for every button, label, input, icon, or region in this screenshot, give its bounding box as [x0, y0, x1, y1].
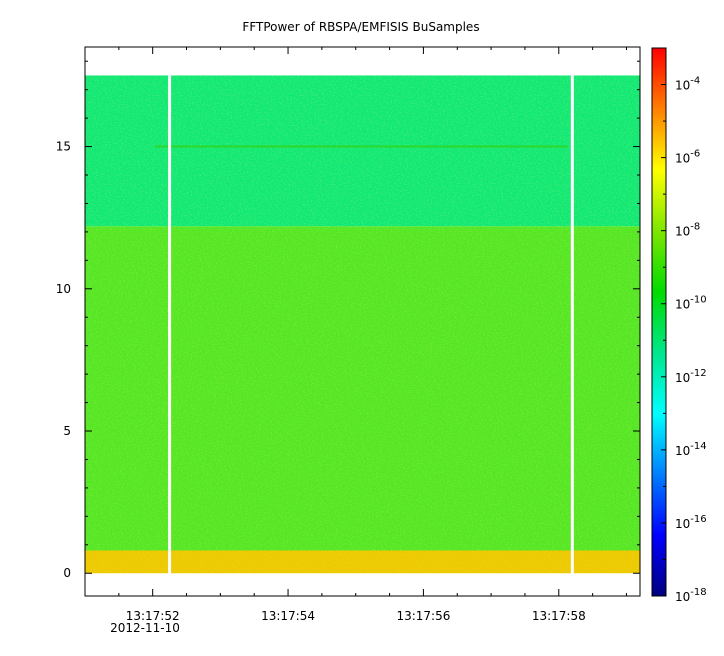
y-axis: 0 5 10 15 — [56, 60, 640, 580]
colorbar-tick-label: 10-4 — [675, 76, 700, 93]
x-tick-label-13:17:52: 13:17:52 — [126, 609, 180, 623]
spectrogram-band-texture-2 — [85, 75, 640, 227]
colorbar-gradient — [651, 47, 667, 597]
data-gap-0 — [168, 74, 172, 575]
y-tick-label-15: 15 — [56, 140, 71, 154]
chart-title: FFTPower of RBSPA/EMFISIS BuSamples — [242, 20, 479, 34]
colorbar-tick-label: 10-12 — [675, 368, 707, 385]
colorbar-tick-label: 10-14 — [675, 441, 707, 458]
colorbar-tick-label: 10-6 — [675, 149, 700, 166]
plot-area — [85, 47, 640, 596]
x-tick-label-13:17:54: 13:17:54 — [261, 609, 315, 623]
plot-frame — [84, 46, 641, 597]
y-tick-label-10: 10 — [56, 282, 71, 296]
y-tick-label-5: 5 — [63, 424, 71, 438]
x-axis: 13:17:52 13:17:54 13:17:56 13:17:58 — [84, 47, 627, 623]
data-gap-1 — [570, 74, 574, 575]
y-tick-label-0: 0 — [63, 566, 71, 580]
x-tick-label-13:17:58: 13:17:58 — [532, 609, 586, 623]
spectrogram-band-texture-0 — [85, 550, 640, 574]
colorbar-tick-label: 10-18 — [675, 587, 707, 604]
x-date-label: 2012-11-10 — [110, 621, 180, 635]
x-tick-label-13:17:56: 13:17:56 — [396, 609, 450, 623]
spectrogram-band-texture-1 — [85, 226, 640, 551]
colorbar-tick-label: 10-16 — [675, 514, 707, 531]
colorbar-tick-label: 10-8 — [675, 222, 700, 239]
colorbar: 10-4 10-6 10-8 10-10 10-12 10-14 10-16 10-18 — [651, 47, 707, 604]
colorbar-tick-label: 10-10 — [675, 295, 707, 312]
